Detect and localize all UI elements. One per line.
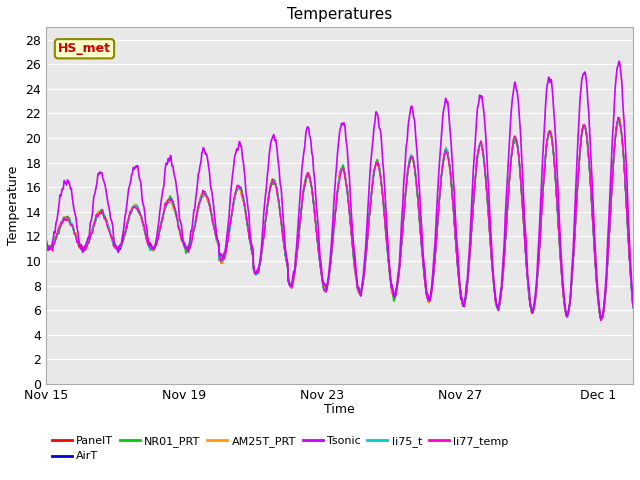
Y-axis label: Temperature: Temperature [7, 166, 20, 245]
Legend: PanelT, AirT, NR01_PRT, AM25T_PRT, Tsonic, li75_t, li77_temp: PanelT, AirT, NR01_PRT, AM25T_PRT, Tsoni… [52, 436, 509, 461]
Text: HS_met: HS_met [58, 42, 111, 55]
X-axis label: Time: Time [324, 403, 355, 416]
Title: Temperatures: Temperatures [287, 7, 392, 22]
